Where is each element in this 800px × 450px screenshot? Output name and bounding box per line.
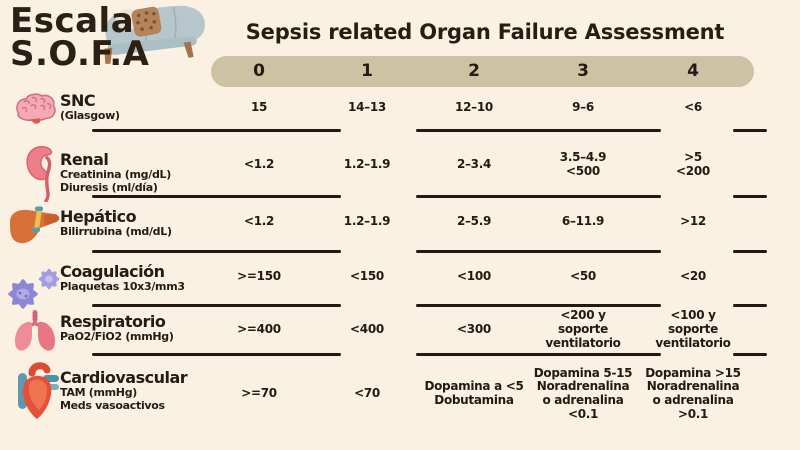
value-cell: 2–3.4 xyxy=(456,157,492,172)
kidney-icon xyxy=(26,146,53,202)
row-sublabel: Meds vasoactivos xyxy=(60,399,165,413)
value-cell: >12 xyxy=(680,214,706,229)
row-label-snc: SNC (Glasgow) xyxy=(60,91,120,123)
divider-segment xyxy=(416,195,661,198)
platelets-icon xyxy=(8,268,60,309)
value-cell: 6–11.9 xyxy=(561,214,605,229)
divider-segment xyxy=(92,304,341,307)
value-cell: <70 xyxy=(354,386,380,401)
liver-icon xyxy=(10,206,60,244)
value-cell: <150 xyxy=(350,269,384,284)
row-label-cardiovascular: Cardiovascular TAM (mmHg) Meds vasoactiv… xyxy=(60,368,188,413)
value-cell: 3.5–4.9 <500 xyxy=(559,150,607,178)
divider-segment xyxy=(416,250,661,253)
value-row-hepatico: <1.2 1.2–1.9 2–5.9 6–11.9 >12 xyxy=(0,202,800,242)
brain-icon xyxy=(16,93,56,124)
row-divider xyxy=(0,304,800,307)
value-cell: Dopamina 5-15 Noradrenalina o adrenalina… xyxy=(533,365,633,421)
row-sublabel: Creatinina (mg/dL) xyxy=(60,168,171,182)
value-cell: >=70 xyxy=(241,386,277,401)
heart-icon xyxy=(18,362,59,419)
row-divider xyxy=(0,129,800,132)
score-col-2: 2 xyxy=(468,61,480,81)
row-title: Hepático xyxy=(60,207,137,226)
divider-segment xyxy=(92,353,341,356)
sofa-couch-illustration xyxy=(104,5,205,64)
score-col-1: 1 xyxy=(361,61,373,81)
row-sublabel: Bilirrubina (md/dL) xyxy=(60,225,172,239)
value-cell: 1.2–1.9 xyxy=(343,157,391,172)
row-label-hepatico: Hepático Bilirrubina (md/dL) xyxy=(60,207,172,239)
row-title: Cardiovascular xyxy=(60,368,188,387)
value-row-cardiovascular: >=70 <70 Dopamina a <5 Dobutamina Dopami… xyxy=(0,365,800,421)
row-title: Renal xyxy=(60,150,109,169)
page-title: Sepsis related Organ Failure Assessment xyxy=(245,20,725,44)
logo-line2: S.O.F.A xyxy=(10,34,150,74)
divider-segment xyxy=(416,353,661,356)
logo: Escala S.O.F.A xyxy=(10,1,150,74)
divider-segment xyxy=(92,250,341,253)
value-cell: <200 y soporte ventilatorio xyxy=(545,308,621,350)
value-cell: Dopamina a <5 Dobutamina xyxy=(424,379,524,407)
value-row-renal: <1.2 1.2–1.9 2–3.4 3.5–4.9 <500 >5 <200 xyxy=(0,144,800,186)
value-cell: 2–5.9 xyxy=(456,214,492,229)
value-cell: >=150 xyxy=(237,269,281,284)
lungs-icon xyxy=(15,310,55,351)
value-cell: <1.2 xyxy=(243,214,275,229)
row-sublabel: (Glasgow) xyxy=(60,109,120,123)
score-col-0: 0 xyxy=(253,61,265,81)
value-row-snc: 15 14–13 12–10 9–6 <6 xyxy=(0,88,800,128)
value-cell: 12–10 xyxy=(455,100,493,115)
value-cell: <50 xyxy=(570,269,596,284)
value-cell: <20 xyxy=(680,269,706,284)
divider-segment xyxy=(733,353,767,356)
row-divider xyxy=(0,353,800,356)
value-cell: <100 xyxy=(457,269,491,284)
value-row-coagulacion: >=150 <150 <100 <50 <20 xyxy=(0,257,800,297)
row-sublabel: TAM (mmHg) xyxy=(60,386,137,400)
row-sublabel: PaO2/FiO2 (mmHg) xyxy=(60,330,174,344)
row-sublabel: Diuresis (ml/día) xyxy=(60,181,158,195)
row-label-coagulacion: Coagulación Plaquetas 10x3/mm3 xyxy=(60,262,185,294)
value-cell: 9–6 xyxy=(572,100,594,115)
value-cell: <6 xyxy=(684,100,702,115)
value-cell: 1.2–1.9 xyxy=(343,214,391,229)
divider-segment xyxy=(733,250,767,253)
value-cell: <100 y soporte ventilatorio xyxy=(655,308,731,350)
divider-segment xyxy=(416,129,661,132)
divider-segment xyxy=(733,195,767,198)
divider-segment xyxy=(416,304,661,307)
row-divider xyxy=(0,250,800,253)
row-label-respiratorio: Respiratorio PaO2/FiO2 (mmHg) xyxy=(60,312,174,344)
score-col-4: 4 xyxy=(687,61,699,81)
value-cell: 15 xyxy=(250,100,268,115)
value-cell: <300 xyxy=(457,322,491,337)
row-title: Coagulación xyxy=(60,262,165,281)
divider-segment xyxy=(733,304,767,307)
value-cell: Dopamina >15 Noradrenalina o adrenalina … xyxy=(645,365,741,421)
row-label-renal: Renal Creatinina (mg/dL) Diuresis (ml/dí… xyxy=(60,150,171,195)
value-cell: >=400 xyxy=(237,322,281,337)
row-sublabel: Plaquetas 10x3/mm3 xyxy=(60,280,185,294)
score-col-3: 3 xyxy=(577,61,589,81)
row-title: SNC xyxy=(60,91,96,110)
divider-segment xyxy=(733,129,767,132)
row-title: Respiratorio xyxy=(60,312,166,331)
value-cell: <400 xyxy=(350,322,384,337)
divider-segment xyxy=(92,195,341,198)
value-row-respiratorio: >=400 <400 <300 <200 y soporte ventilato… xyxy=(0,306,800,354)
value-cell: >5 <200 xyxy=(676,150,710,178)
value-cell: <1.2 xyxy=(243,157,275,172)
row-divider xyxy=(0,195,800,198)
value-cell: 14–13 xyxy=(348,100,386,115)
score-header-bar: 0 1 2 3 4 xyxy=(211,56,754,87)
divider-segment xyxy=(92,129,341,132)
logo-line1: Escala xyxy=(10,1,135,41)
